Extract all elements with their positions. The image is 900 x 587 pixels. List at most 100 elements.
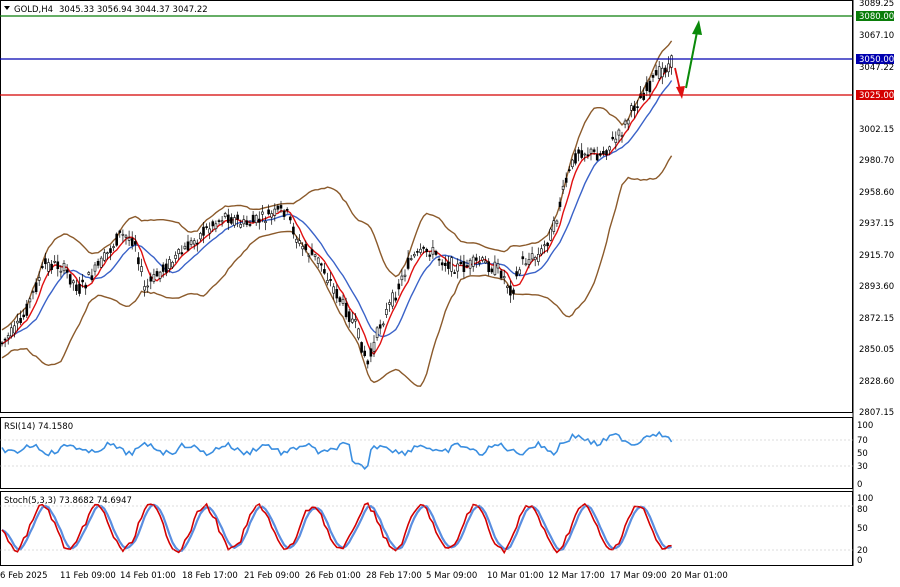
candle-body xyxy=(484,260,487,264)
candle-body xyxy=(412,254,416,257)
candle-body xyxy=(273,208,277,216)
candle-body xyxy=(223,213,227,217)
candle-body xyxy=(0,342,4,345)
candle-body xyxy=(161,264,165,272)
time-label: 28 Feb 17:00 xyxy=(366,571,422,581)
time-axis[interactable]: 6 Feb 2025 11 Feb 09:00 14 Feb 01:00 18 … xyxy=(0,571,728,581)
candle-body xyxy=(124,235,128,238)
candle-body xyxy=(381,323,385,326)
candle-body xyxy=(431,247,435,255)
candle-body xyxy=(385,309,388,315)
stoch-panel[interactable] xyxy=(0,491,853,566)
time-label: 20 Mar 01:00 xyxy=(671,571,728,581)
candle-body xyxy=(400,275,404,281)
candle-body xyxy=(360,342,363,353)
candle-body xyxy=(636,106,639,108)
candle-body xyxy=(654,70,658,76)
stoch-tick: 0 xyxy=(857,556,862,566)
candle-body xyxy=(617,129,621,136)
candle-body xyxy=(338,297,342,302)
candle-body xyxy=(512,289,515,294)
candle-body xyxy=(332,286,336,294)
level-label-box-3050 xyxy=(856,54,894,64)
candle-body xyxy=(403,274,407,277)
candle-body xyxy=(285,208,289,211)
candle-body xyxy=(254,215,258,224)
candle-body xyxy=(323,269,326,274)
arrow-up-icon xyxy=(685,20,702,89)
candle-body xyxy=(375,327,379,338)
rsi-line xyxy=(1,430,673,470)
candle-body xyxy=(214,223,218,230)
candle-body xyxy=(155,271,159,277)
candle-body xyxy=(65,269,69,273)
time-label: 26 Feb 01:00 xyxy=(305,571,361,581)
price-tick: 2937.15 xyxy=(859,219,894,229)
candle-body xyxy=(146,285,149,288)
candle-body xyxy=(363,350,367,357)
dropdown-triangle-icon[interactable] xyxy=(4,6,10,10)
candle-body xyxy=(112,246,115,248)
candle-body xyxy=(505,285,509,288)
candle-body xyxy=(174,254,177,259)
candle-body xyxy=(620,135,624,137)
candle-body xyxy=(31,291,35,294)
candle-body xyxy=(298,240,301,244)
candle-body xyxy=(22,314,26,318)
candle-body xyxy=(614,138,618,143)
candle-body xyxy=(549,228,553,241)
candle-body xyxy=(409,258,413,260)
candle-body xyxy=(341,298,345,304)
candle-body xyxy=(47,262,50,272)
candle-body xyxy=(37,277,41,281)
stoch-tick: 80 xyxy=(857,505,868,515)
candle-body xyxy=(205,226,208,228)
candle-body xyxy=(25,303,29,316)
candle-body xyxy=(456,263,460,272)
candle-body xyxy=(127,237,131,241)
candle-body xyxy=(186,241,190,251)
time-label: 21 Feb 09:00 xyxy=(244,571,300,581)
candle-body xyxy=(6,335,10,339)
candle-body xyxy=(165,263,168,273)
candle-body xyxy=(304,244,308,251)
level-label-3080: 3080.00 xyxy=(859,12,894,22)
candle-body xyxy=(109,248,112,253)
main-panel[interactable] xyxy=(0,0,853,413)
rsi-panel[interactable] xyxy=(0,417,853,489)
candle-body xyxy=(248,224,252,226)
candle-body xyxy=(552,220,556,232)
candle-body xyxy=(288,216,292,221)
candle-body xyxy=(310,249,314,255)
candle-body xyxy=(40,266,44,268)
candle-body xyxy=(645,82,649,91)
candle-body xyxy=(530,253,534,260)
candle-body xyxy=(171,262,174,268)
candle-body xyxy=(242,219,246,225)
candle-body xyxy=(3,338,7,341)
price-tick: 2872.15 xyxy=(859,314,894,324)
rsi-tick: 50 xyxy=(857,449,868,459)
candle-body xyxy=(28,298,32,303)
rsi-tick: 30 xyxy=(857,462,868,472)
candle-body xyxy=(571,159,574,168)
price-tick: 2915.70 xyxy=(859,251,894,261)
candle-body xyxy=(471,256,475,267)
price-axis[interactable]: 3089.25 3067.10 3002.15 2980.70 2958.60 … xyxy=(852,0,894,566)
time-label: 5 Mar 09:00 xyxy=(426,571,477,581)
candle-body xyxy=(189,240,193,245)
time-label: 10 Mar 01:00 xyxy=(487,571,544,581)
rsi-tick: 0 xyxy=(857,480,862,490)
candle-body xyxy=(202,226,205,236)
candle-body xyxy=(611,136,615,140)
candle-body xyxy=(574,153,577,164)
candle-body xyxy=(134,241,137,245)
price-tick: 2958.60 xyxy=(859,188,894,198)
candle-body xyxy=(115,233,118,246)
candle-body xyxy=(540,248,543,255)
candle-body xyxy=(651,75,655,78)
ma-slow-line xyxy=(1,80,673,345)
ohlc-values: 3045.33 3056.94 3044.37 3047.22 xyxy=(59,5,208,15)
candle-body xyxy=(261,211,264,215)
